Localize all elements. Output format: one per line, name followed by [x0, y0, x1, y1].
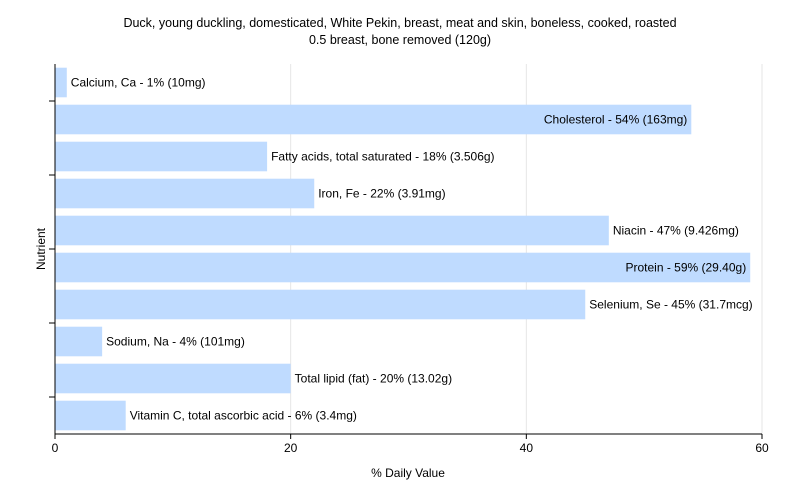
axes: 0 20 40 60 [49, 64, 769, 455]
chart-title: Duck, young duckling, domesticated, Whit… [123, 16, 676, 30]
bar-label: Total lipid (fat) - 20% (13.02g) [295, 372, 452, 386]
bar-label: Vitamin C, total ascorbic acid - 6% (3.4… [130, 409, 357, 423]
x-axis-label: % Daily Value [371, 466, 445, 480]
x-tick-label: 40 [520, 441, 534, 455]
x-tick-label: 60 [755, 441, 769, 455]
bar-label: Iron, Fe - 22% (3.91mg) [318, 187, 445, 201]
bar [55, 289, 586, 320]
chart-subtitle: 0.5 breast, bone removed (120g) [309, 33, 491, 47]
bar-label: Protein - 59% (29.40g) [625, 261, 746, 275]
bar [55, 326, 103, 357]
bar-label: Calcium, Ca - 1% (10mg) [71, 76, 206, 90]
bar [55, 178, 315, 209]
y-axis-label: Nutrient [34, 227, 48, 270]
bars [55, 67, 751, 431]
bar [55, 67, 67, 98]
bar [55, 363, 291, 394]
bar-label: Selenium, Se - 45% (31.7mcg) [589, 298, 752, 312]
bar [55, 141, 268, 172]
bar [55, 215, 609, 246]
bar [55, 104, 692, 135]
x-tick-label: 0 [52, 441, 59, 455]
bar-label: Fatty acids, total saturated - 18% (3.50… [271, 150, 494, 164]
bar [55, 252, 751, 283]
bar-label: Niacin - 47% (9.426mg) [613, 224, 739, 238]
bar-label: Sodium, Na - 4% (101mg) [106, 335, 245, 349]
bar-label: Cholesterol - 54% (163mg) [544, 113, 687, 127]
bar [55, 400, 126, 431]
x-tick-label: 20 [284, 441, 298, 455]
data-labels: Calcium, Ca - 1% (10mg) Cholesterol - 54%… [71, 76, 753, 423]
